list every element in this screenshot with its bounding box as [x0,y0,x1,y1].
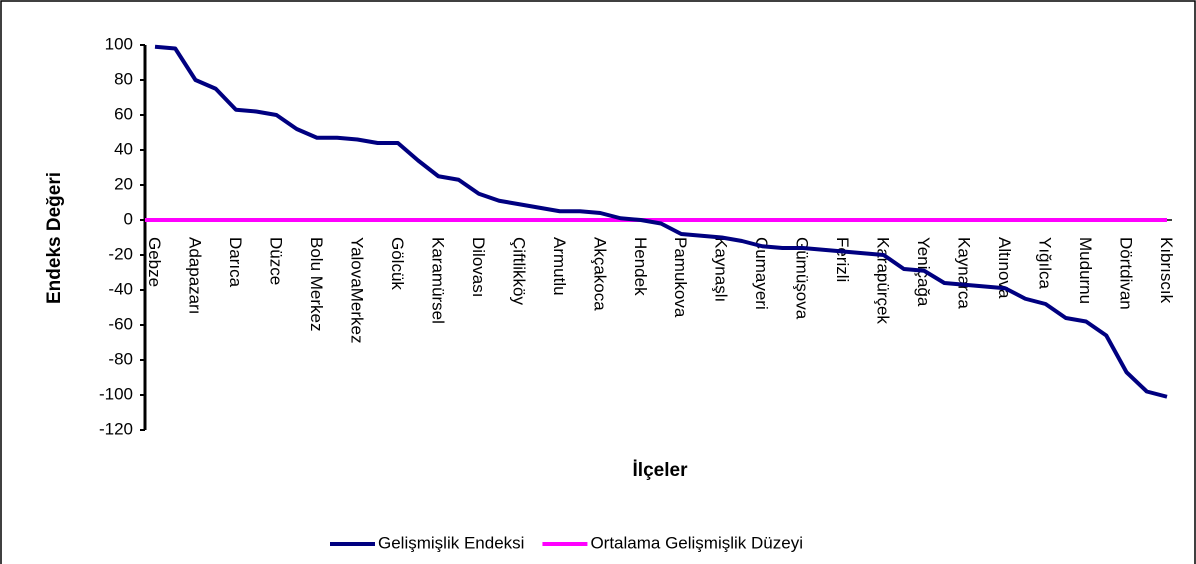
x-tick-label: Kaynaşlı [712,237,731,302]
x-tick-label: Yığılca [1036,237,1055,290]
y-tick-label: -20 [108,244,133,263]
x-tick-label: Ferizli [833,237,852,282]
x-tick-label: Çumayeri [752,237,771,310]
x-tick-label: Kıbrıscık [1157,237,1176,304]
x-tick-label: Adapazarı [185,237,204,315]
y-tick-label: 60 [114,104,133,123]
y-tick-label: -120 [99,419,133,438]
x-tick-label: Gebze [145,237,164,287]
data-line [154,44,1168,399]
x-tick-label: Gölcük [388,237,407,290]
x-tick-label: Çiftlikköy [509,237,528,306]
x-tick-label: Darıca [226,237,245,288]
y-tick-label: -40 [108,279,133,298]
x-tick-label: YalovaMerkez [347,237,366,343]
x-tick-label: Düzce [266,237,285,285]
y-axis-title: Endeks Değeri [44,172,65,304]
x-tick-label: Karamürsel [428,237,447,324]
y-tick-label: 80 [114,69,133,88]
y-tick-label: 100 [105,34,133,53]
legend-label: Gelişmişlik Endeksi [378,533,524,552]
y-tick-label: 40 [114,139,133,158]
x-tick-label: Dilovası [469,237,488,297]
x-tick-label: Akçakoca [590,237,609,311]
y-tick-label: -60 [108,314,133,333]
x-tick-label: Armutlu [550,237,569,296]
legend-label: Ortalama Gelişmişlik Düzeyi [590,533,803,552]
x-tick-label: Mudurnu [1076,237,1095,304]
y-tick-label: -100 [99,384,133,403]
x-tick-label: Gümüşova [793,237,812,320]
x-tick-label: Altınova [995,237,1014,299]
y-tick-label: 0 [124,209,133,228]
y-tick-label: -80 [108,349,133,368]
x-tick-label: Kaynarca [955,237,974,309]
y-tick-label: 20 [114,174,133,193]
x-axis-title: İlçeler [633,460,689,481]
x-tick-label: Karapürçek [874,237,893,324]
x-tick-label: Pamukova [671,237,690,318]
x-tick-label: Dörtdivan [1117,237,1136,310]
x-tick-label: Hendek [631,237,650,296]
x-tick-label: Bolu Merkez [307,237,326,331]
